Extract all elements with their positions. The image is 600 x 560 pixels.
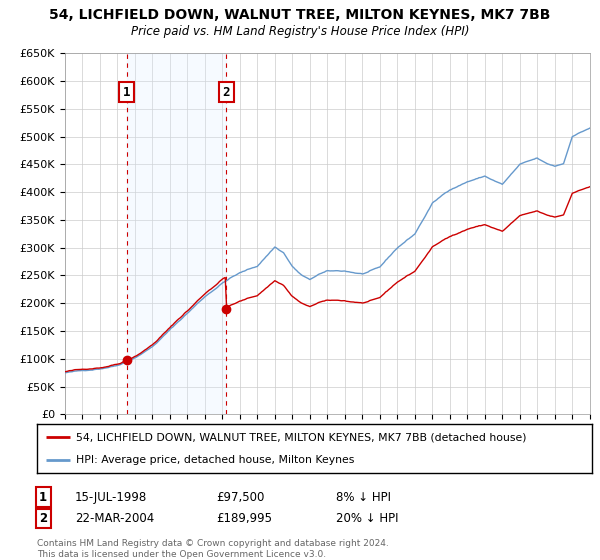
Text: 20% ↓ HPI: 20% ↓ HPI xyxy=(336,512,398,525)
Text: 2: 2 xyxy=(223,86,230,99)
Text: 15-JUL-1998: 15-JUL-1998 xyxy=(75,491,147,504)
Bar xyxy=(127,53,226,414)
Text: £189,995: £189,995 xyxy=(216,512,272,525)
Text: 2: 2 xyxy=(39,512,47,525)
Text: 1: 1 xyxy=(123,86,131,99)
Text: 22-MAR-2004: 22-MAR-2004 xyxy=(75,512,154,525)
Text: HPI: Average price, detached house, Milton Keynes: HPI: Average price, detached house, Milt… xyxy=(76,455,355,465)
Text: Price paid vs. HM Land Registry's House Price Index (HPI): Price paid vs. HM Land Registry's House … xyxy=(131,25,469,38)
Text: 1: 1 xyxy=(39,491,47,504)
Text: 54, LICHFIELD DOWN, WALNUT TREE, MILTON KEYNES, MK7 7BB: 54, LICHFIELD DOWN, WALNUT TREE, MILTON … xyxy=(49,8,551,22)
Text: £97,500: £97,500 xyxy=(216,491,265,504)
Text: 54, LICHFIELD DOWN, WALNUT TREE, MILTON KEYNES, MK7 7BB (detached house): 54, LICHFIELD DOWN, WALNUT TREE, MILTON … xyxy=(76,432,527,442)
Text: 8% ↓ HPI: 8% ↓ HPI xyxy=(336,491,391,504)
Text: Contains HM Land Registry data © Crown copyright and database right 2024.
This d: Contains HM Land Registry data © Crown c… xyxy=(37,539,389,559)
